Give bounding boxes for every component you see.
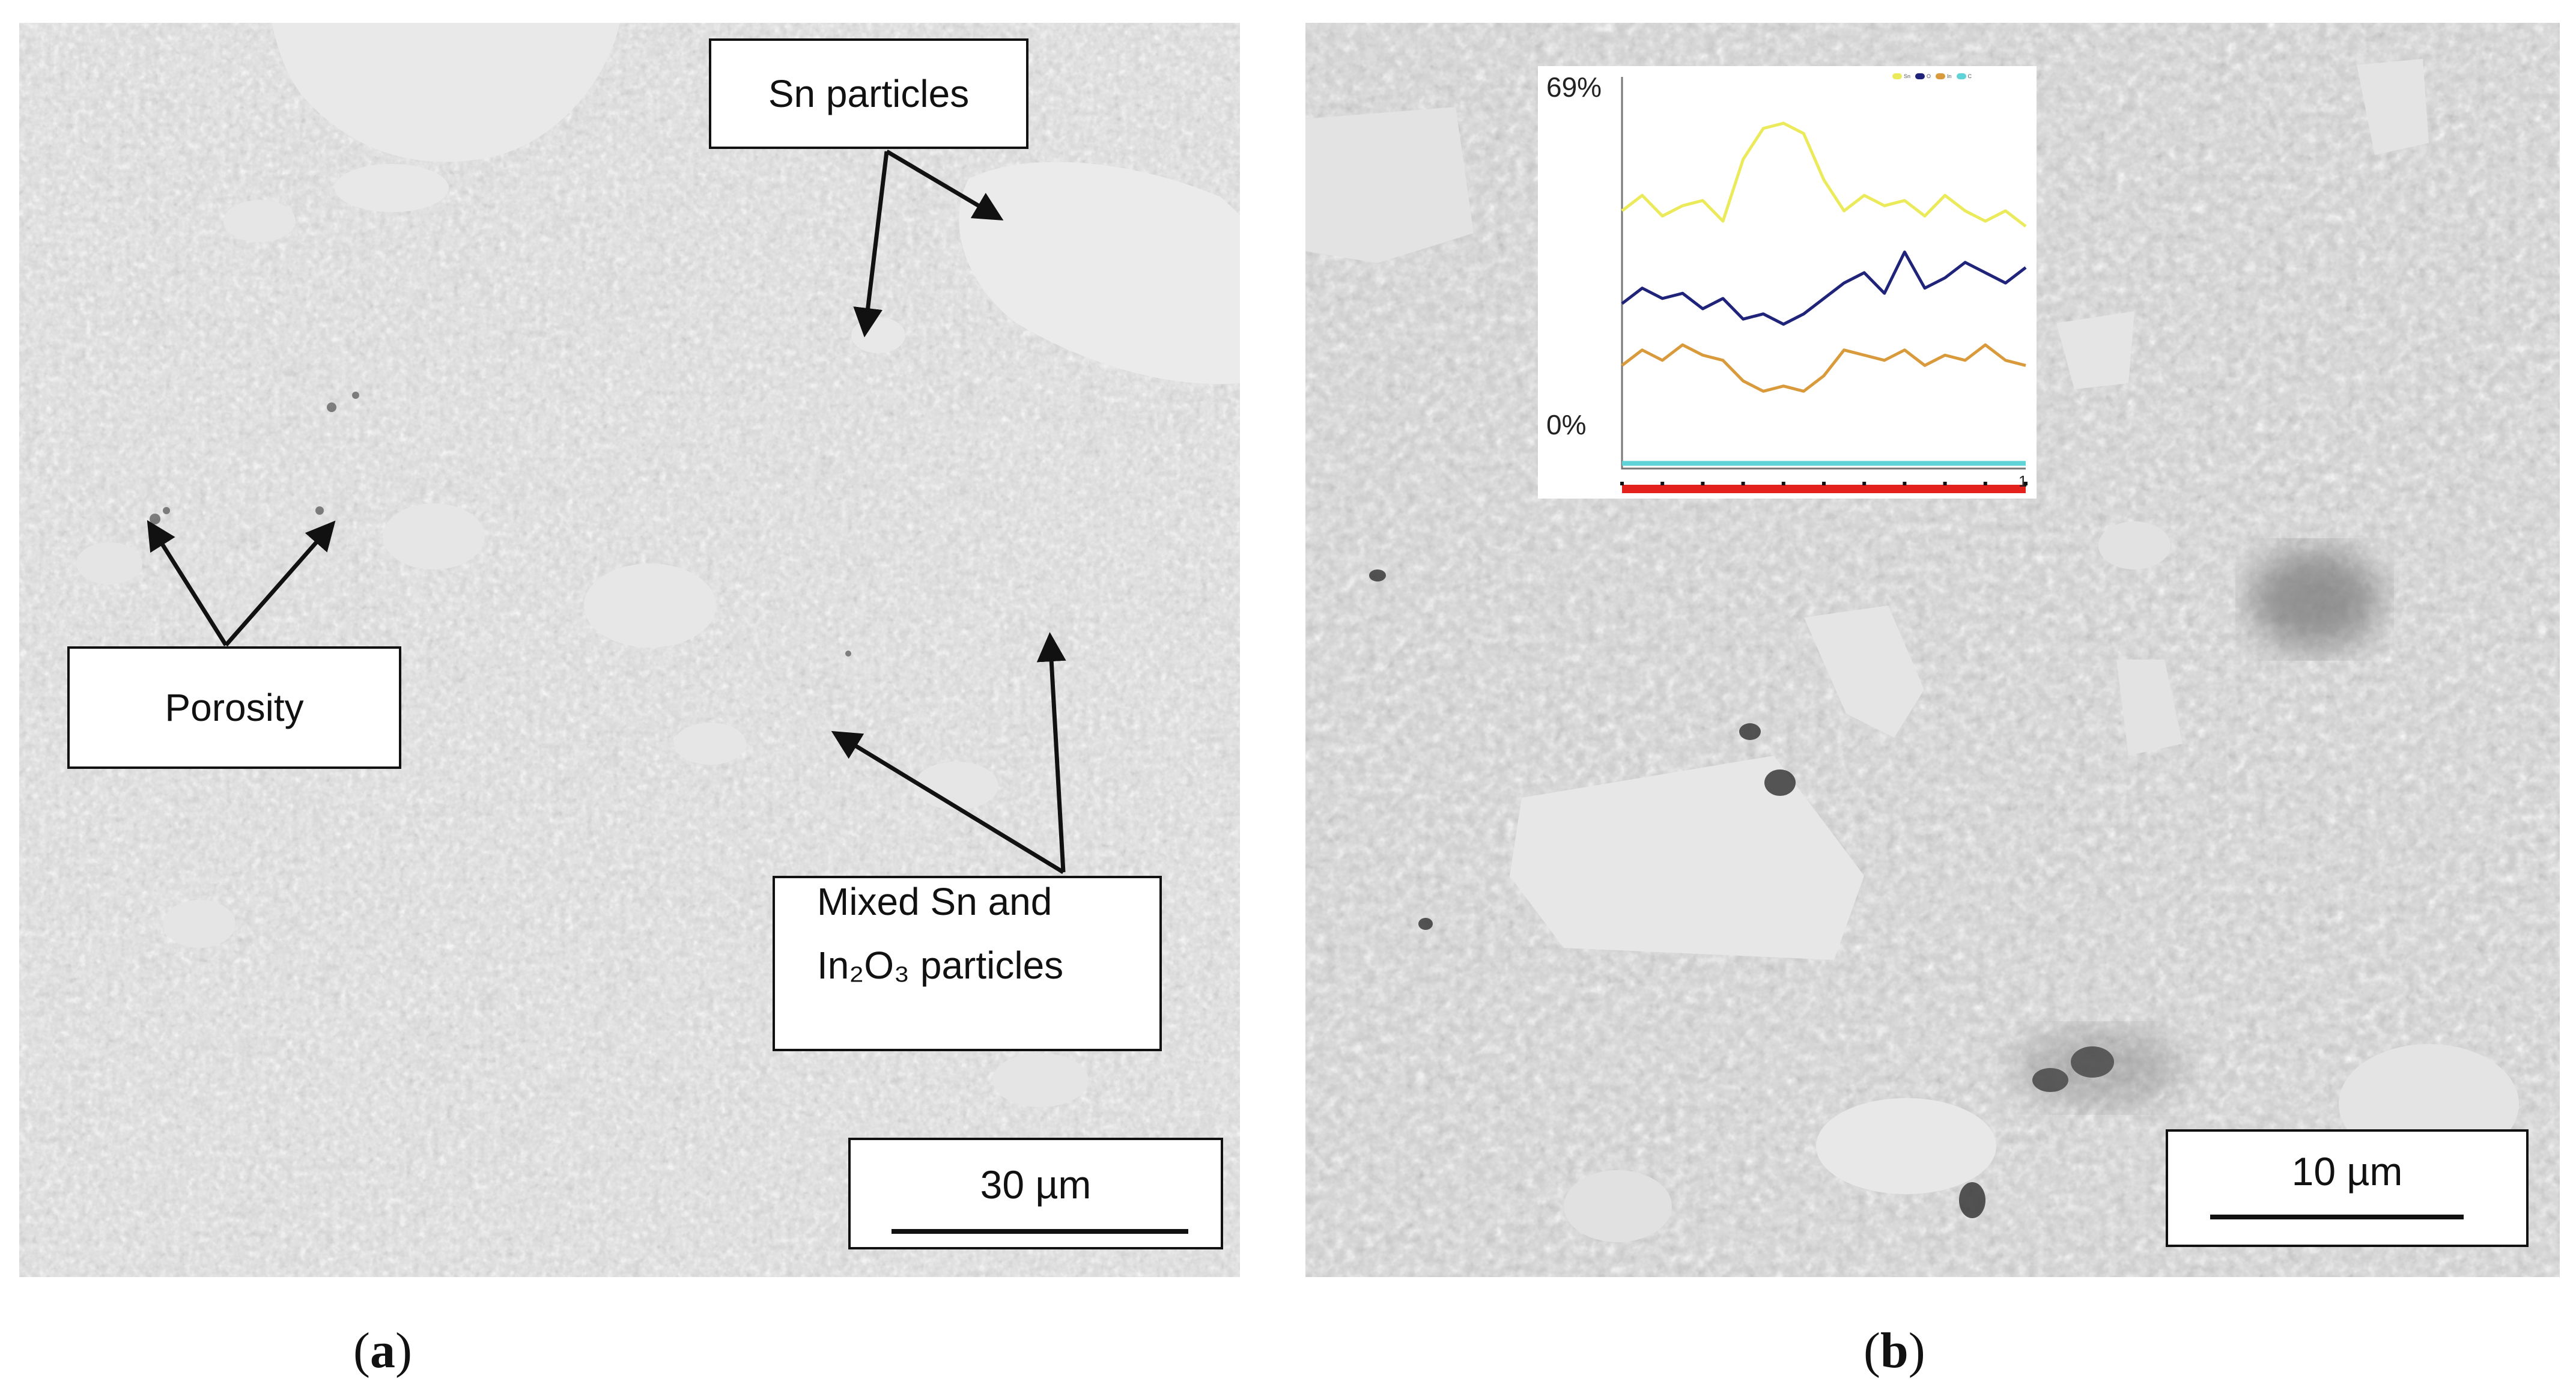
legend-swatch <box>1936 73 1946 79</box>
mixed-particles-label-line1: Mixed Sn and <box>817 880 1053 923</box>
eds-linescan-inset: 69% 0% Sn O In C 1 <box>1538 66 2037 499</box>
series-line-o <box>1621 250 2027 326</box>
mixed-particles-label-line2: In₂O₃ particles <box>817 944 1064 988</box>
caption-b: (b) <box>1864 1323 1925 1379</box>
legend-item-in: In <box>1936 73 1952 79</box>
chart-axis <box>1621 77 2026 470</box>
legend-label: In <box>1947 73 1952 79</box>
scale-line-b <box>2210 1215 2464 1219</box>
scale-bar-b: 10 µm <box>2166 1129 2529 1247</box>
legend-label: C <box>1967 73 1972 79</box>
micrograph-a: Sn particles Porosity Mixed Sn and In₂O₃… <box>19 23 1240 1277</box>
legend-swatch <box>1892 73 1902 79</box>
caption-a: (a) <box>353 1323 412 1379</box>
eds-linescan-chart <box>1538 66 2037 499</box>
legend-item-c: C <box>1956 73 1972 79</box>
legend-item-sn: Sn <box>1892 73 1910 79</box>
series-line-in <box>1621 343 2026 393</box>
chart-legend: Sn O In C <box>1892 73 1972 79</box>
scale-bar-a: 30 µm <box>848 1138 1223 1249</box>
legend-label: Sn <box>1904 73 1911 79</box>
scale-line-a <box>892 1229 1188 1234</box>
scale-label-b: 10 µm <box>2291 1149 2403 1194</box>
legend-item-o: O <box>1915 73 1931 79</box>
legend-label: O <box>1927 73 1931 79</box>
caption-b-letter: b <box>1880 1323 1909 1379</box>
porosity-label: Porosity <box>67 646 401 769</box>
legend-swatch <box>1956 73 1966 79</box>
scale-label-a: 30 µm <box>980 1162 1092 1207</box>
y-axis-min-label: 0% <box>1546 409 1587 440</box>
micrograph-a-image <box>19 23 1240 1277</box>
scan-end-marker: 1 <box>2019 472 2028 490</box>
caption-a-letter: a <box>369 1323 395 1379</box>
series-line-sn <box>1621 121 2027 228</box>
mixed-particles-label: Mixed Sn and In₂O₃ particles <box>773 876 1162 1051</box>
y-axis-max-label: 69% <box>1546 71 1602 103</box>
sn-particles-label: Sn particles <box>709 38 1028 149</box>
legend-swatch <box>1915 73 1925 79</box>
